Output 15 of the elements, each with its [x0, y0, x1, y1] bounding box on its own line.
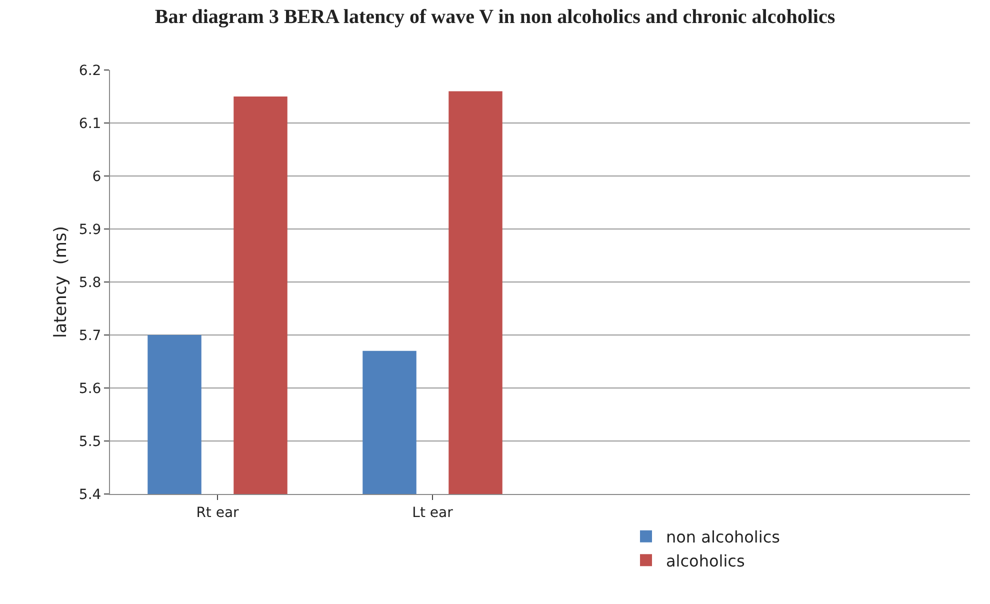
y-tick-label: 5.5: [78, 434, 102, 450]
y-tick-label: 5.8: [78, 274, 102, 291]
y-tick-label: 6: [92, 168, 102, 185]
y-tick-label: 6.2: [78, 62, 102, 79]
x-tick-label: Lt ear: [412, 504, 454, 521]
y-tick-label: 5.7: [78, 328, 102, 344]
y-tick-label: 5.4: [78, 486, 102, 503]
y-axis-title: latency (ms): [51, 226, 71, 338]
chart-title: Bar diagram 3 BERA latency of wave V in non alcoholics and chronic alcoholics: [154, 6, 836, 28]
x-tick-label: Rt ear: [196, 504, 240, 521]
y-tick-label: 5.6: [78, 380, 102, 397]
y-tick-label: 6.1: [78, 116, 102, 132]
legend-label: non alcoholics: [666, 528, 780, 547]
legend-label: alcoholics: [666, 551, 745, 570]
y-tick-label: 5.9: [78, 222, 102, 238]
